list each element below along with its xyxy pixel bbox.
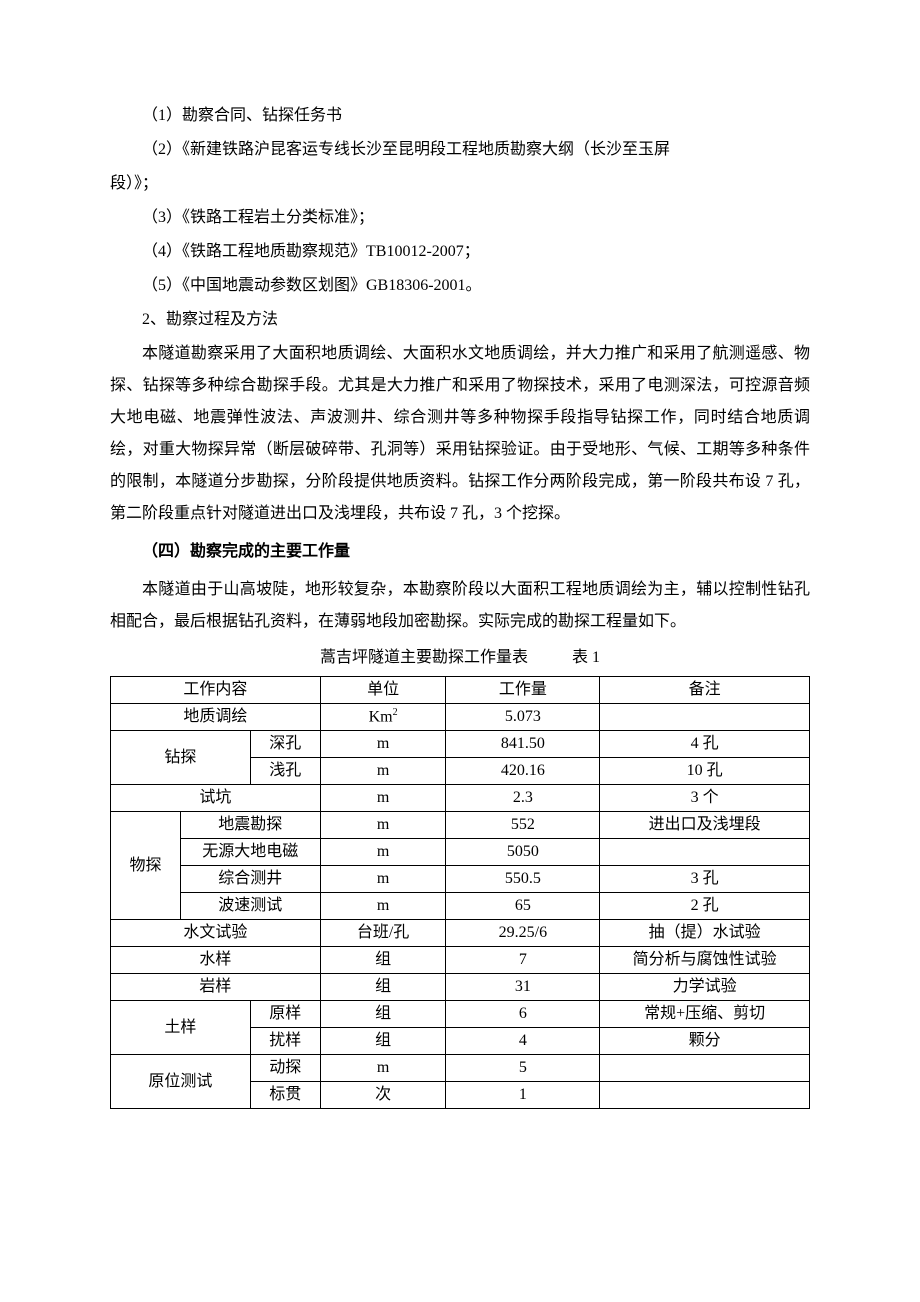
cell: 标贯 bbox=[250, 1082, 320, 1109]
cell: m bbox=[320, 866, 446, 893]
table-row: 波速测试 m 65 2 孔 bbox=[111, 893, 810, 920]
cell: 土样 bbox=[111, 1001, 251, 1055]
cell: 2.3 bbox=[446, 785, 600, 812]
cell: 水样 bbox=[111, 947, 321, 974]
table-row: 综合测井 m 550.5 3 孔 bbox=[111, 866, 810, 893]
table-row: 无源大地电磁 m 5050 bbox=[111, 839, 810, 866]
cell: 波速测试 bbox=[180, 893, 320, 920]
cell: 扰样 bbox=[250, 1028, 320, 1055]
th-unit: 单位 bbox=[320, 677, 446, 704]
cell: Km2 bbox=[320, 704, 446, 731]
table-row: 试坑 m 2.3 3 个 bbox=[111, 785, 810, 812]
table-row: 岩样 组 31 力学试验 bbox=[111, 974, 810, 1001]
table-row: 土样 原样 组 6 常规+压缩、剪切 bbox=[111, 1001, 810, 1028]
cell: 抽（提）水试验 bbox=[600, 920, 810, 947]
cell: 组 bbox=[320, 1001, 446, 1028]
list-item-3: （3）《铁路工程岩土分类标准》； bbox=[110, 202, 810, 234]
cell: 试坑 bbox=[111, 785, 321, 812]
unit-text: Km bbox=[369, 708, 393, 725]
table-row: 原位测试 动探 m 5 bbox=[111, 1055, 810, 1082]
cell: 3 个 bbox=[600, 785, 810, 812]
cell: 552 bbox=[446, 812, 600, 839]
paragraph-methods: 本隧道勘察采用了大面积地质调绘、大面积水文地质调绘，并大力推广和采用了航测遥感、… bbox=[110, 338, 810, 530]
cell bbox=[600, 839, 810, 866]
list-item-1: （1）勘察合同、钻探任务书 bbox=[110, 100, 810, 132]
cell: 31 bbox=[446, 974, 600, 1001]
list-item-2a: （2）《新建铁路沪昆客运专线长沙至昆明段工程地质勘察大纲（长沙至玉屏 bbox=[110, 134, 810, 166]
cell: 组 bbox=[320, 1028, 446, 1055]
section-heading-4: （四）勘察完成的主要工作量 bbox=[110, 536, 810, 568]
list-item-4: （4）《铁路工程地质勘察规范》TB10012-2007； bbox=[110, 236, 810, 268]
cell: 物探 bbox=[111, 812, 181, 920]
cell: 简分析与腐蚀性试验 bbox=[600, 947, 810, 974]
cell: 深孔 bbox=[250, 731, 320, 758]
cell: 综合测井 bbox=[180, 866, 320, 893]
th-work-content: 工作内容 bbox=[111, 677, 321, 704]
table-caption-number: 表 1 bbox=[572, 642, 600, 674]
cell: 10 孔 bbox=[600, 758, 810, 785]
cell: m bbox=[320, 893, 446, 920]
cell: m bbox=[320, 785, 446, 812]
cell: 1 bbox=[446, 1082, 600, 1109]
cell: 5 bbox=[446, 1055, 600, 1082]
table-caption: 蒿吉坪隧道主要勘探工作量表 表 1 bbox=[110, 642, 810, 674]
cell: 水文试验 bbox=[111, 920, 321, 947]
list-item-6: 2、勘察过程及方法 bbox=[110, 304, 810, 336]
workload-table: 工作内容 单位 工作量 备注 地质调绘 Km2 5.073 钻探 深孔 m 84… bbox=[110, 676, 810, 1109]
cell: m bbox=[320, 812, 446, 839]
table-row: 物探 地震勘探 m 552 进出口及浅埋段 bbox=[111, 812, 810, 839]
cell: 力学试验 bbox=[600, 974, 810, 1001]
cell: 浅孔 bbox=[250, 758, 320, 785]
cell: 原样 bbox=[250, 1001, 320, 1028]
cell: 2 孔 bbox=[600, 893, 810, 920]
cell: 无源大地电磁 bbox=[180, 839, 320, 866]
cell: 原位测试 bbox=[111, 1055, 251, 1109]
cell: 6 bbox=[446, 1001, 600, 1028]
cell: 常规+压缩、剪切 bbox=[600, 1001, 810, 1028]
cell: 5.073 bbox=[446, 704, 600, 731]
cell: 7 bbox=[446, 947, 600, 974]
cell: 841.50 bbox=[446, 731, 600, 758]
cell: m bbox=[320, 839, 446, 866]
list-item-5: （5）《中国地震动参数区划图》GB18306-2001。 bbox=[110, 270, 810, 302]
table-row: 地质调绘 Km2 5.073 bbox=[111, 704, 810, 731]
cell: 钻探 bbox=[111, 731, 251, 785]
table-row: 水样 组 7 简分析与腐蚀性试验 bbox=[111, 947, 810, 974]
cell: 组 bbox=[320, 947, 446, 974]
cell: 5050 bbox=[446, 839, 600, 866]
cell: 420.16 bbox=[446, 758, 600, 785]
table-caption-title: 蒿吉坪隧道主要勘探工作量表 bbox=[320, 642, 528, 674]
cell: m bbox=[320, 758, 446, 785]
cell: 29.25/6 bbox=[446, 920, 600, 947]
cell: 4 孔 bbox=[600, 731, 810, 758]
cell: 组 bbox=[320, 974, 446, 1001]
cell: m bbox=[320, 731, 446, 758]
paragraph-workload: 本隧道由于山高坡陡，地形较复杂，本勘察阶段以大面积工程地质调绘为主，辅以控制性钻… bbox=[110, 574, 810, 638]
cell: 地质调绘 bbox=[111, 704, 321, 731]
cell: 4 bbox=[446, 1028, 600, 1055]
list-item-2b: 段）》； bbox=[110, 168, 810, 200]
cell: 地震勘探 bbox=[180, 812, 320, 839]
cell: 岩样 bbox=[111, 974, 321, 1001]
cell: m bbox=[320, 1055, 446, 1082]
cell: 65 bbox=[446, 893, 600, 920]
cell: 颗分 bbox=[600, 1028, 810, 1055]
cell bbox=[600, 704, 810, 731]
cell: 进出口及浅埋段 bbox=[600, 812, 810, 839]
cell: 次 bbox=[320, 1082, 446, 1109]
table-header-row: 工作内容 单位 工作量 备注 bbox=[111, 677, 810, 704]
cell bbox=[600, 1055, 810, 1082]
cell: 3 孔 bbox=[600, 866, 810, 893]
unit-sup: 2 bbox=[393, 707, 398, 718]
table-row: 水文试验 台班/孔 29.25/6 抽（提）水试验 bbox=[111, 920, 810, 947]
cell: 台班/孔 bbox=[320, 920, 446, 947]
th-quantity: 工作量 bbox=[446, 677, 600, 704]
th-remark: 备注 bbox=[600, 677, 810, 704]
cell: 550.5 bbox=[446, 866, 600, 893]
cell: 动探 bbox=[250, 1055, 320, 1082]
document-body: （1）勘察合同、钻探任务书 （2）《新建铁路沪昆客运专线长沙至昆明段工程地质勘察… bbox=[110, 100, 810, 1109]
cell bbox=[600, 1082, 810, 1109]
table-row: 钻探 深孔 m 841.50 4 孔 bbox=[111, 731, 810, 758]
